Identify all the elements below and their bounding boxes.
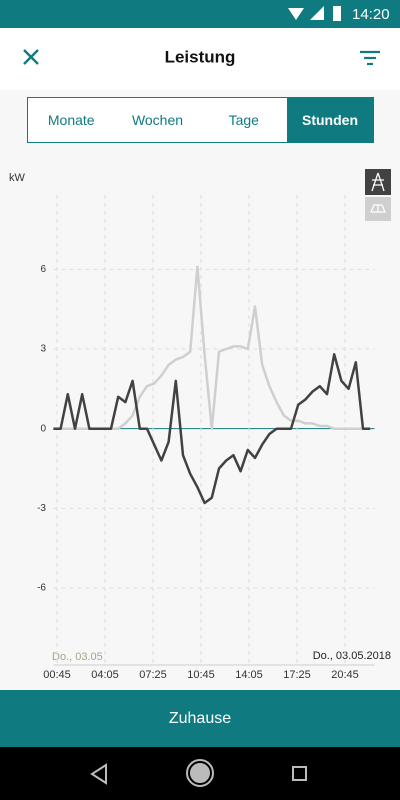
pylon-icon xyxy=(371,172,385,192)
x-tick-label: 00:45 xyxy=(43,669,71,681)
nav-bar xyxy=(0,747,400,800)
filter-button[interactable] xyxy=(360,50,380,66)
series-line xyxy=(53,265,371,430)
nav-icons xyxy=(90,759,307,787)
tab[interactable]: Monate xyxy=(47,112,95,128)
end-date-label: Do., 03.05.2018 xyxy=(313,650,391,662)
y-tick-label: -3 xyxy=(37,503,46,514)
tab[interactable]: Wochen xyxy=(131,112,184,128)
header-title: Leistung xyxy=(165,47,236,66)
x-tick-label: 17:25 xyxy=(283,669,311,681)
x-tick-label: 14:05 xyxy=(235,669,263,681)
back-button[interactable] xyxy=(90,763,107,785)
header: Leistung xyxy=(0,28,400,90)
status-icons: 14:20 xyxy=(288,6,390,23)
y-tick-label: 6 xyxy=(40,264,46,275)
y-tick-label: 0 xyxy=(40,423,46,434)
y-axis-label: kW xyxy=(9,172,26,184)
chart: kW Do., 03.05 Do., 03.05.2018 -6 -3 0 3 6 00:… xyxy=(9,169,391,681)
status-bar: 14:20 xyxy=(0,0,400,28)
x-tick-label: 10:45 xyxy=(187,669,215,681)
home-ring xyxy=(186,759,214,787)
panel-icon xyxy=(370,204,386,213)
grid-legend-icon[interactable] xyxy=(365,169,391,195)
series-line xyxy=(53,353,371,505)
start-date-label: Do., 03.05 xyxy=(52,651,103,663)
close-button[interactable] xyxy=(23,49,39,65)
battery-icon xyxy=(333,6,341,21)
home-nav-button[interactable] xyxy=(188,761,212,785)
y-tick-label: 3 xyxy=(40,344,46,355)
tab[interactable]: Tage xyxy=(228,112,259,128)
home-button[interactable]: Zuhause xyxy=(0,690,400,747)
wifi-icon xyxy=(288,8,304,20)
x-tick-label: 07:25 xyxy=(139,669,167,681)
tab[interactable]: Stunden xyxy=(286,98,374,142)
header-icons: Leistung xyxy=(23,47,380,66)
x-tick-label: 04:05 xyxy=(91,669,119,681)
x-tick-label: 20:45 xyxy=(331,669,359,681)
recents-button[interactable] xyxy=(292,766,307,781)
status-time: 14:20 xyxy=(352,6,390,23)
signal-icon xyxy=(310,6,324,20)
y-tick-label: -6 xyxy=(37,583,46,594)
